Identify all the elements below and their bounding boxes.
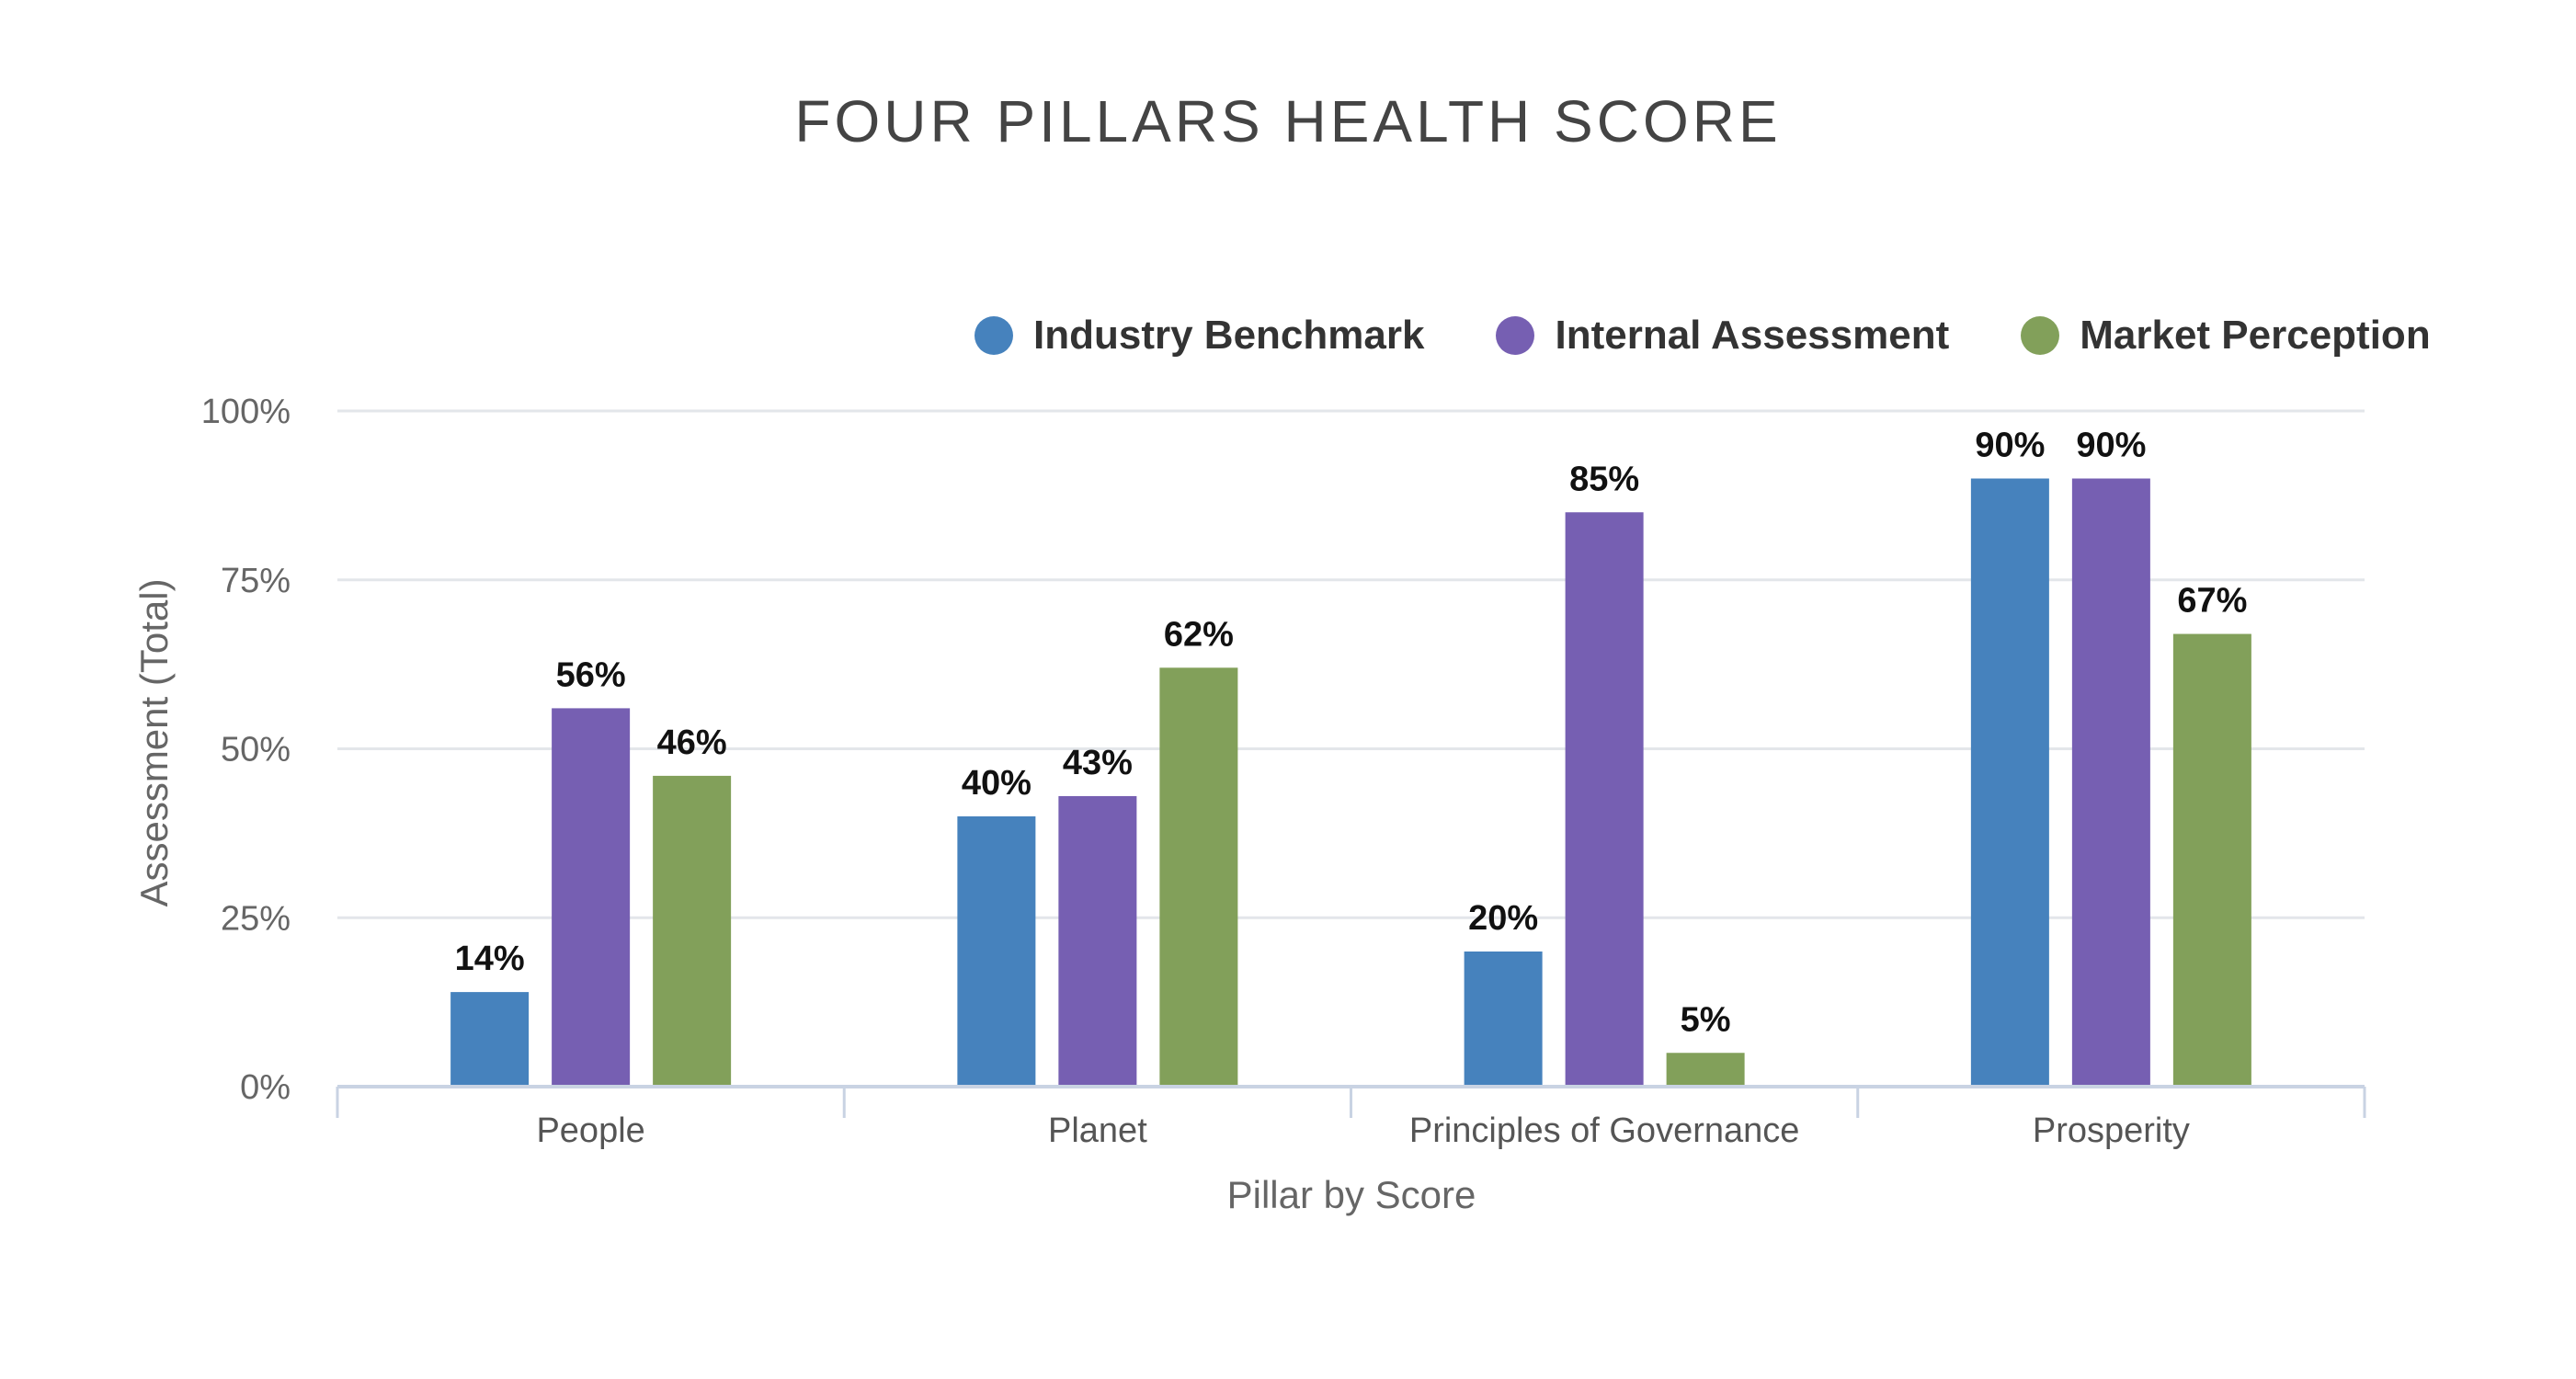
y-tick-label: 25% [221,899,291,938]
data-label: 14% [455,940,525,978]
x-tick-label: Prosperity [2033,1111,2190,1150]
bar [1565,512,1644,1087]
data-label: 56% [556,655,626,694]
bar [450,992,530,1087]
y-axis-title: Assessment (Total) [132,578,176,906]
x-tick-label: People [536,1111,644,1150]
bar [1058,795,1137,1087]
data-label: 40% [962,764,1032,803]
bar [1970,478,2049,1087]
data-label: 67% [2177,582,2247,621]
y-tick-label: 50% [221,731,291,769]
legend-swatch-market-perception [2021,316,2060,355]
legend: Industry Benchmark Internal Assessment M… [975,308,2431,363]
bar [1464,952,1543,1087]
bar [653,775,732,1087]
x-axis [336,1085,2366,1118]
y-tick-label: 100% [201,393,291,431]
data-label: 62% [1164,615,1234,654]
data-label: 5% [1681,1000,1731,1039]
data-label: 46% [657,724,727,762]
data-label: 43% [1063,744,1133,782]
bar [552,708,631,1087]
gridlines [337,409,2365,919]
bars [450,478,2251,1087]
x-tick-label: Principles of Governance [1409,1111,1800,1150]
data-label: 20% [1468,899,1538,938]
bar [2071,478,2150,1087]
data-label: 85% [1569,460,1639,498]
bar [1159,667,1238,1087]
legend-item-market-perception[interactable]: Market Perception [2021,313,2431,359]
legend-swatch-internal-assessment [1496,316,1535,355]
legend-item-industry-benchmark[interactable]: Industry Benchmark [975,313,1424,359]
legend-label: Internal Assessment [1555,313,1950,358]
data-label: 90% [2076,427,2146,465]
y-tick-label: 75% [221,562,291,600]
data-label: 90% [1975,427,2045,465]
bar [1666,1053,1745,1087]
legend-label: Market Perception [2080,313,2431,358]
labels: 0% 25% 50% 75% 100% 14% 56% 46% People 40% 43% 62% P… [201,393,2248,1150]
legend-item-internal-assessment[interactable]: Internal Assessment [1496,313,1949,359]
x-axis-title: Pillar by Score [1227,1173,1476,1216]
chart-title: FOUR PILLARS HEALTH SCORE [794,88,1782,154]
x-tick-label: Planet [1048,1111,1147,1150]
bar [2172,633,2251,1087]
y-tick-label: 0% [240,1068,291,1107]
bar [957,816,1036,1087]
legend-swatch-industry-benchmark [975,316,1013,355]
legend-label: Industry Benchmark [1033,313,1425,358]
